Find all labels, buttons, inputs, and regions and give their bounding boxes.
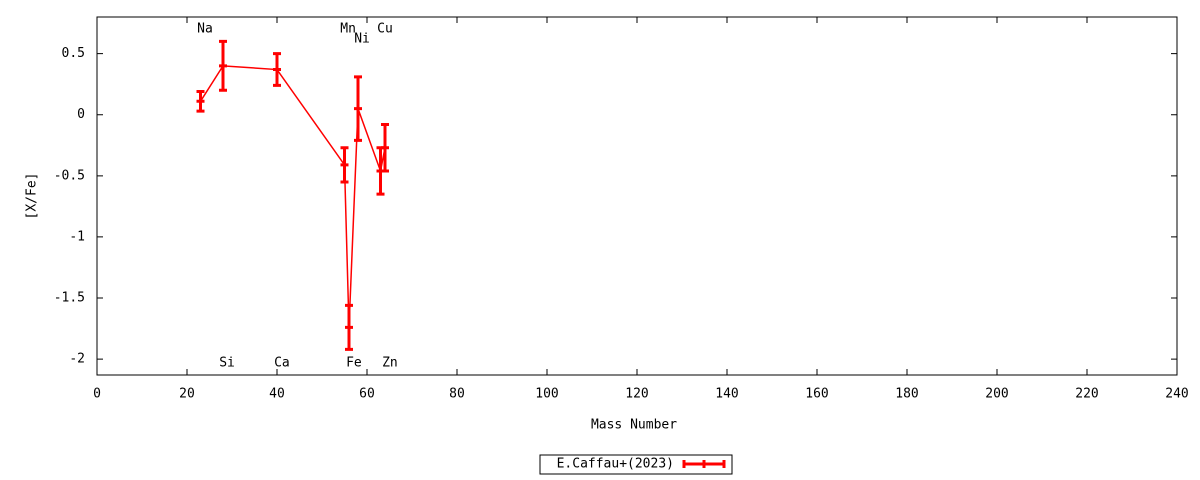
annotation: Si (219, 355, 235, 370)
error-bar (273, 52, 281, 87)
x-tick-label: 0 (93, 387, 101, 402)
x-tick-label: 180 (895, 387, 918, 402)
legend-label: E.Caffau+(2023) (557, 457, 674, 472)
annotation: Ni (354, 31, 370, 46)
annotation: Na (197, 22, 213, 37)
y-tick-label: -1 (69, 229, 85, 244)
x-tick-label: 60 (359, 387, 375, 402)
annotation: Zn (382, 355, 398, 370)
error-bar (340, 146, 349, 184)
x-tick-label: 200 (985, 387, 1008, 402)
plot-frame (96, 16, 1178, 376)
error-bar (345, 303, 353, 351)
legend-swatch (682, 460, 726, 468)
x-tick-label: 20 (179, 387, 195, 402)
annotation: Cu (377, 22, 393, 37)
y-tick-label: 0.5 (62, 46, 85, 61)
y-tick-label: -0.5 (54, 168, 85, 183)
x-axis-label: Mass Number (591, 418, 677, 433)
x-tick-label: 100 (535, 387, 558, 402)
x-tick-label: 220 (1075, 387, 1098, 402)
y-axis-label: [X/Fe] (25, 173, 40, 220)
x-tick-label: 40 (269, 387, 285, 402)
error-bar (381, 123, 389, 173)
y-tick-label: -2 (69, 352, 85, 367)
x-tick-label: 160 (805, 387, 828, 402)
annotation: Mn (340, 22, 356, 37)
y-tick-label: -1.5 (54, 291, 85, 306)
x-tick-label: 80 (449, 387, 465, 402)
error-bar (376, 146, 385, 196)
x-tick-label: 240 (1165, 387, 1188, 402)
annotation: Ca (274, 355, 290, 370)
y-tick-label: 0 (77, 107, 85, 122)
error-bar (196, 90, 205, 113)
annotation: Fe (346, 355, 362, 370)
x-tick-label: 120 (625, 387, 648, 402)
x-tick-label: 140 (715, 387, 738, 402)
error-bar (354, 75, 362, 142)
legend-box (539, 454, 733, 475)
error-bar (219, 39, 227, 92)
series-line (199, 65, 386, 328)
